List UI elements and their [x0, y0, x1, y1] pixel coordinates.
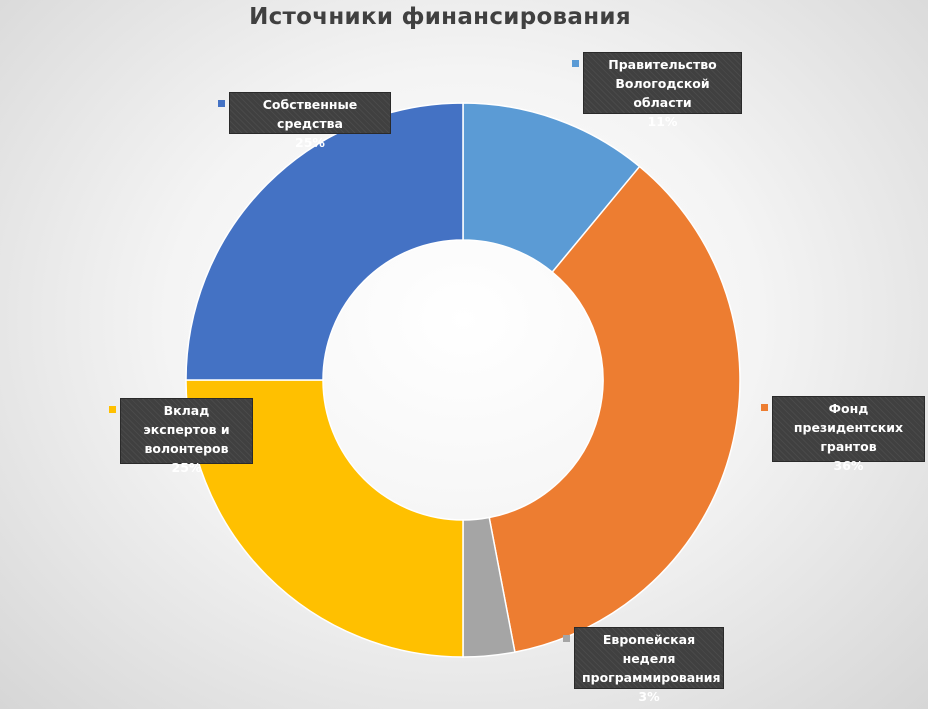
- donut-slices: [185, 102, 741, 658]
- label-color-key: [761, 404, 768, 411]
- label-color-key: [563, 635, 570, 642]
- data-label-category: Фонд президентских грантов: [793, 401, 904, 454]
- data-label: Европейская неделя программирования 3%: [574, 627, 724, 704]
- data-label-category: Вклад экспертов и волонтеров: [143, 403, 230, 456]
- data-label: Собственные средства 25%: [229, 92, 391, 150]
- data-label-category: Европейская неделя программирования: [582, 632, 721, 685]
- data-label: Правительство Вологодской области 11%: [583, 52, 742, 129]
- chart-title: Источники финансирования: [249, 4, 631, 30]
- data-label-percent: 25%: [171, 460, 202, 475]
- data-label-category: Собственные средства: [262, 97, 358, 131]
- data-label-percent: 25%: [295, 135, 325, 150]
- donut-slice: [488, 165, 741, 653]
- data-label-category: Правительство Вологодской области: [608, 57, 717, 110]
- label-color-key: [109, 406, 116, 413]
- data-label: Фонд президентских грантов 36%: [772, 396, 925, 473]
- label-color-key: [572, 60, 579, 67]
- donut-slice: [185, 102, 464, 381]
- data-label-percent: 3%: [638, 689, 660, 704]
- data-label: Вклад экспертов и волонтеров 25%: [120, 398, 253, 475]
- label-color-key: [218, 100, 225, 107]
- data-label-percent: 11%: [647, 114, 678, 129]
- data-label-percent: 36%: [833, 458, 864, 473]
